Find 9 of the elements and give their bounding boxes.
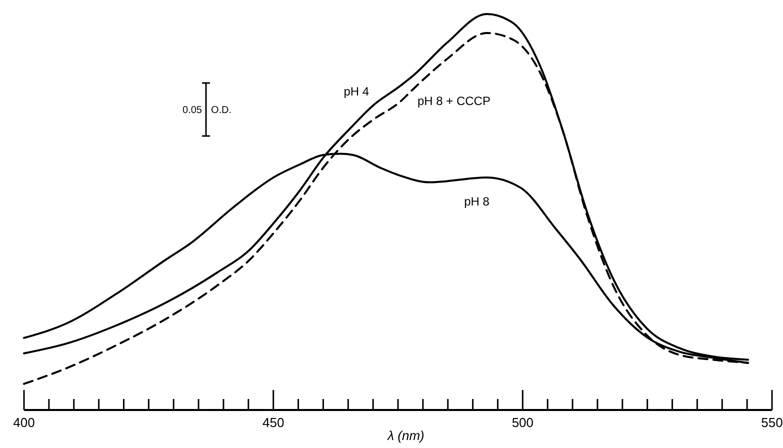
annotation: 0.05 O.D. xyxy=(182,105,232,116)
x-tick-label: 450 xyxy=(262,415,284,430)
series-label: pH 4 xyxy=(344,84,370,98)
x-axis-title: λ (nm) xyxy=(386,428,424,443)
series-label: pH 8 + CCCP xyxy=(417,94,490,108)
x-tick-label: 400 xyxy=(13,415,35,430)
series-label: pH 8 xyxy=(464,194,490,209)
x-tick-label: 500 xyxy=(512,415,534,430)
x-tick-label: 550 xyxy=(761,415,783,430)
